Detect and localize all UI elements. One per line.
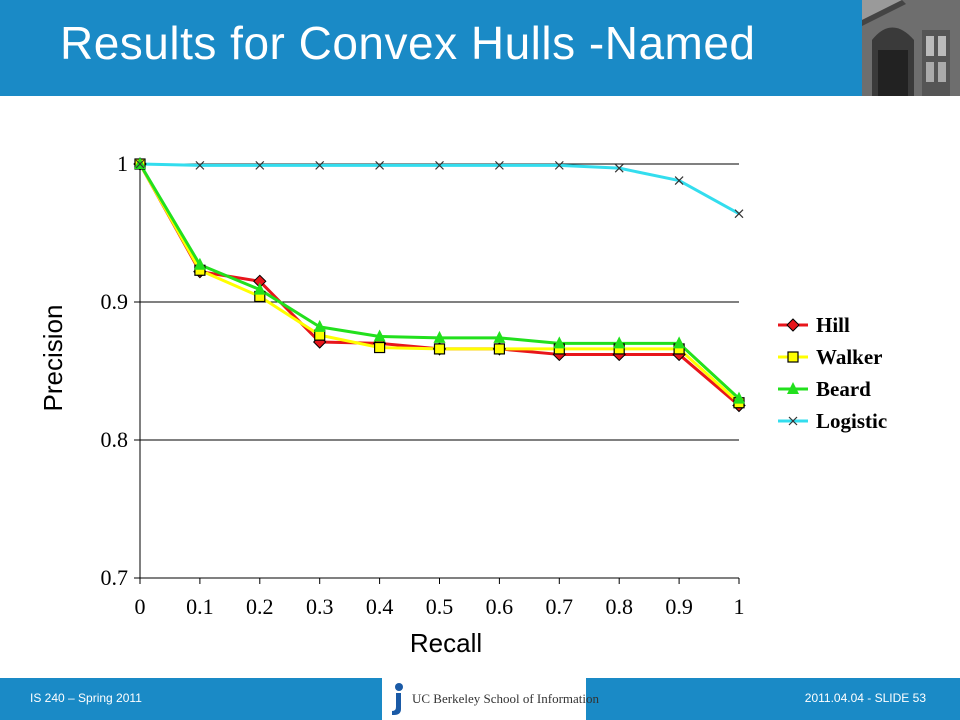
x-axis-title: Recall <box>410 628 482 658</box>
point-beard <box>553 336 566 349</box>
point-logistic <box>315 160 325 170</box>
x-tick-label: 1 <box>734 594 745 619</box>
x-tick-label: 0.1 <box>186 594 214 619</box>
slide-number: 2011.04.04 - SLIDE 53 <box>804 691 926 705</box>
series-line-walker <box>138 163 741 404</box>
point-walker <box>433 343 446 355</box>
building-photo <box>862 0 960 96</box>
school-logo: UC Berkeley School of Information <box>382 678 599 720</box>
point-beard <box>373 329 386 342</box>
point-logistic <box>554 160 564 170</box>
point-logistic <box>135 159 145 169</box>
legend-marker-beard <box>787 382 799 394</box>
x-tick-label: 0 <box>135 594 146 619</box>
point-beard <box>733 391 745 404</box>
y-tick-label: 0.8 <box>101 427 129 452</box>
legend-marker-hill <box>786 318 800 332</box>
point-logistic <box>614 163 624 173</box>
point-logistic <box>375 160 385 170</box>
x-tick-label: 0.6 <box>486 594 514 619</box>
school-logo-text: UC Berkeley School of Information <box>412 691 600 706</box>
course-label: IS 240 – Spring 2011 <box>30 691 142 705</box>
point-logistic <box>734 209 744 219</box>
slide-footer: IS 240 – Spring 2011 UC Berkeley School … <box>0 678 960 720</box>
point-logistic <box>435 160 444 170</box>
legend-label-beard: Beard <box>816 377 871 401</box>
x-tick-label: 0.7 <box>546 594 574 619</box>
precision-recall-chart: 0.70.80.910 0.1 0.2 0.3 0.4 0.5 0.6 0.7 0.8 0.9 1 … <box>38 151 887 658</box>
slide-title: Results for Convex Hulls -Named <box>60 17 756 69</box>
x-tick-label: 0.2 <box>246 594 274 619</box>
point-logistic <box>255 160 265 170</box>
point-beard <box>253 282 266 295</box>
point-logistic <box>494 160 504 170</box>
legend-label-logistic: Logistic <box>816 409 887 433</box>
point-beard <box>134 157 146 169</box>
series-line-logistic <box>139 162 740 215</box>
x-tick-label: 0.8 <box>605 594 633 619</box>
x-tick-label: 0.5 <box>426 594 454 619</box>
legend-item-beard: Beard <box>778 377 871 401</box>
legend-item-logistic: Logistic <box>778 409 887 433</box>
point-beard <box>613 336 626 349</box>
legend-item-walker: Walker <box>778 345 883 369</box>
x-tick-label: 0.9 <box>665 594 693 619</box>
y-tick-label: 0.9 <box>101 289 129 314</box>
point-beard <box>493 330 506 343</box>
point-logistic <box>195 160 205 170</box>
y-tick-label: 0.7 <box>101 565 129 590</box>
legend-marker-walker <box>787 351 799 363</box>
x-tick-label: 0.3 <box>306 594 334 619</box>
legend-label-walker: Walker <box>816 345 883 369</box>
point-beard <box>193 257 206 270</box>
series-line-beard <box>138 163 741 400</box>
legend-marker-logistic <box>788 416 798 426</box>
building-photo-image <box>862 0 960 96</box>
y-axis-title: Precision <box>38 305 68 412</box>
point-walker <box>493 343 505 355</box>
legend-label-hill: Hill <box>816 313 850 337</box>
x-tick-label: 0.4 <box>366 594 394 619</box>
legend-item-hill: Hill <box>778 313 850 337</box>
point-walker <box>374 341 386 354</box>
school-logo-icon <box>392 683 403 715</box>
point-beard <box>673 336 686 349</box>
point-beard <box>433 330 446 343</box>
point-beard <box>313 319 326 332</box>
point-logistic <box>674 176 684 185</box>
slide-header: Results for Convex Hulls -Named <box>0 0 862 96</box>
y-tick-label: 1 <box>117 151 128 176</box>
